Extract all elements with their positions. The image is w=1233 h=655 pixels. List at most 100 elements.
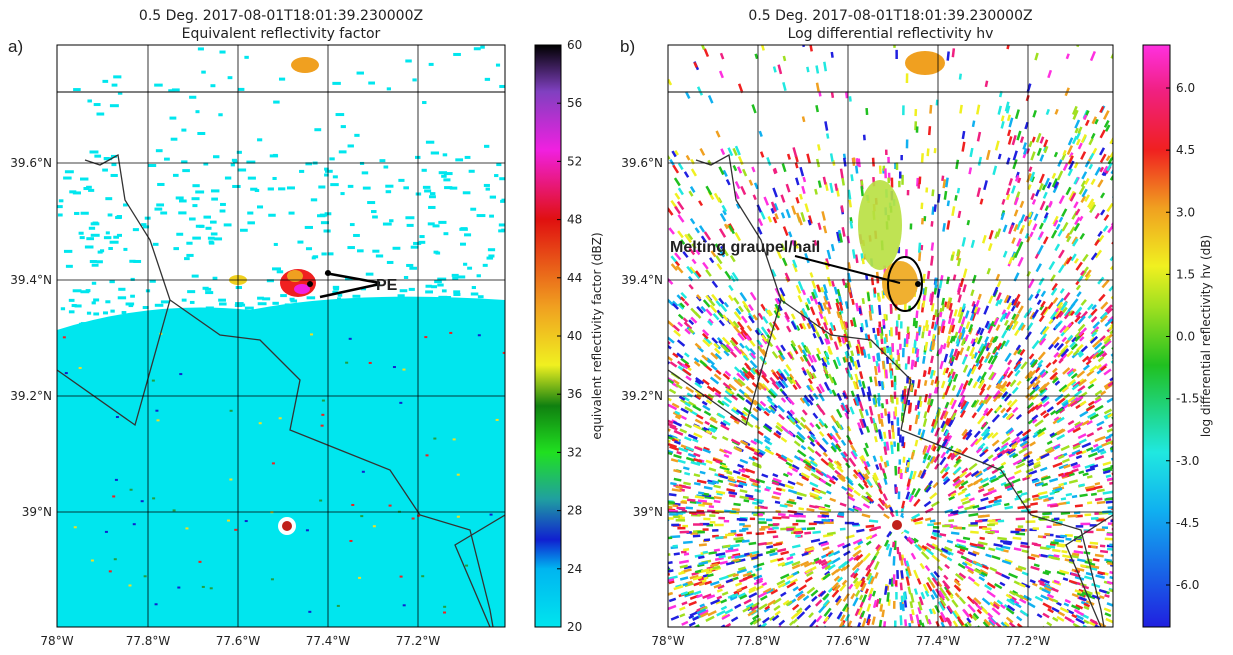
- echo: [824, 504, 830, 508]
- echo: [149, 419, 153, 422]
- echo: [80, 236, 85, 239]
- echo: [267, 395, 274, 398]
- echo: [714, 500, 721, 503]
- echo: [886, 348, 889, 354]
- echo: [426, 285, 432, 288]
- echo: [739, 343, 745, 349]
- echo: [262, 297, 270, 300]
- echo: [891, 396, 894, 403]
- echo: [106, 231, 110, 234]
- echo: [357, 623, 363, 626]
- echo: [108, 213, 113, 216]
- echo: [105, 300, 110, 303]
- echo: [352, 295, 360, 298]
- echo: [1032, 542, 1038, 545]
- echo: [871, 616, 875, 625]
- echo: [709, 514, 715, 517]
- echo: [464, 488, 468, 491]
- echo: [762, 617, 770, 624]
- echo: [355, 559, 364, 562]
- echo: [211, 232, 218, 235]
- echo: [228, 76, 233, 79]
- echo: [182, 169, 190, 172]
- echo: [885, 399, 888, 404]
- echo: [115, 479, 118, 481]
- echo: [368, 571, 374, 574]
- echo: [323, 574, 327, 577]
- echo: [926, 462, 931, 469]
- echo: [967, 604, 975, 613]
- echo: [1076, 285, 1081, 291]
- echo: [93, 298, 99, 301]
- echo: [206, 424, 214, 427]
- echo: [218, 299, 226, 302]
- echo: [773, 491, 782, 495]
- echo: [1059, 519, 1065, 522]
- echo: [241, 465, 245, 468]
- echo: [1106, 474, 1112, 478]
- echo: [173, 559, 180, 562]
- echo: [449, 483, 457, 486]
- echo: [924, 287, 927, 296]
- echo: [947, 557, 953, 562]
- echo: [684, 472, 690, 476]
- echo: [1013, 150, 1018, 160]
- echo: [997, 280, 1002, 287]
- echo: [463, 592, 470, 595]
- echo: [312, 477, 318, 480]
- echo: [231, 163, 235, 166]
- echo: [186, 517, 193, 520]
- echo: [378, 311, 386, 314]
- echo: [436, 344, 440, 347]
- echo: [153, 243, 159, 246]
- echo: [272, 534, 278, 537]
- echo: [345, 590, 352, 593]
- echo: [171, 138, 178, 141]
- echo: [982, 235, 987, 244]
- echo: [1039, 154, 1044, 161]
- echo: [960, 278, 965, 287]
- echo: [253, 358, 258, 361]
- echo: [986, 590, 995, 598]
- echo: [672, 165, 679, 174]
- echo: [128, 555, 135, 558]
- echo: [719, 320, 725, 327]
- echo: [1101, 279, 1109, 288]
- echo: [1100, 192, 1105, 198]
- echo: [804, 605, 811, 612]
- echo: [843, 593, 850, 602]
- echo: [744, 599, 752, 605]
- echo: [955, 160, 959, 170]
- echo: [421, 575, 424, 577]
- echo: [109, 500, 114, 503]
- echo: [678, 163, 684, 170]
- echo: [858, 380, 862, 387]
- echo: [353, 234, 360, 237]
- echo: [203, 575, 211, 578]
- echo: [788, 231, 792, 237]
- echo: [939, 280, 943, 289]
- echo: [91, 560, 94, 562]
- echo: [258, 302, 267, 305]
- echo: [220, 428, 224, 431]
- echo: [726, 179, 731, 185]
- echo: [962, 237, 967, 247]
- echo: [678, 314, 684, 320]
- echo: [917, 578, 922, 585]
- echo: [1084, 513, 1091, 516]
- echo: [61, 500, 67, 503]
- echo: [443, 465, 451, 468]
- echo: [121, 376, 127, 379]
- echo: [342, 299, 350, 302]
- echo: [336, 391, 345, 394]
- echo: [273, 101, 279, 104]
- echo: [794, 440, 801, 446]
- echo: [719, 575, 729, 580]
- echo: [157, 419, 160, 421]
- echo: [228, 402, 236, 405]
- echo: [1065, 538, 1071, 541]
- echo: [1008, 257, 1013, 265]
- echo: [135, 524, 140, 527]
- echo: [103, 311, 108, 314]
